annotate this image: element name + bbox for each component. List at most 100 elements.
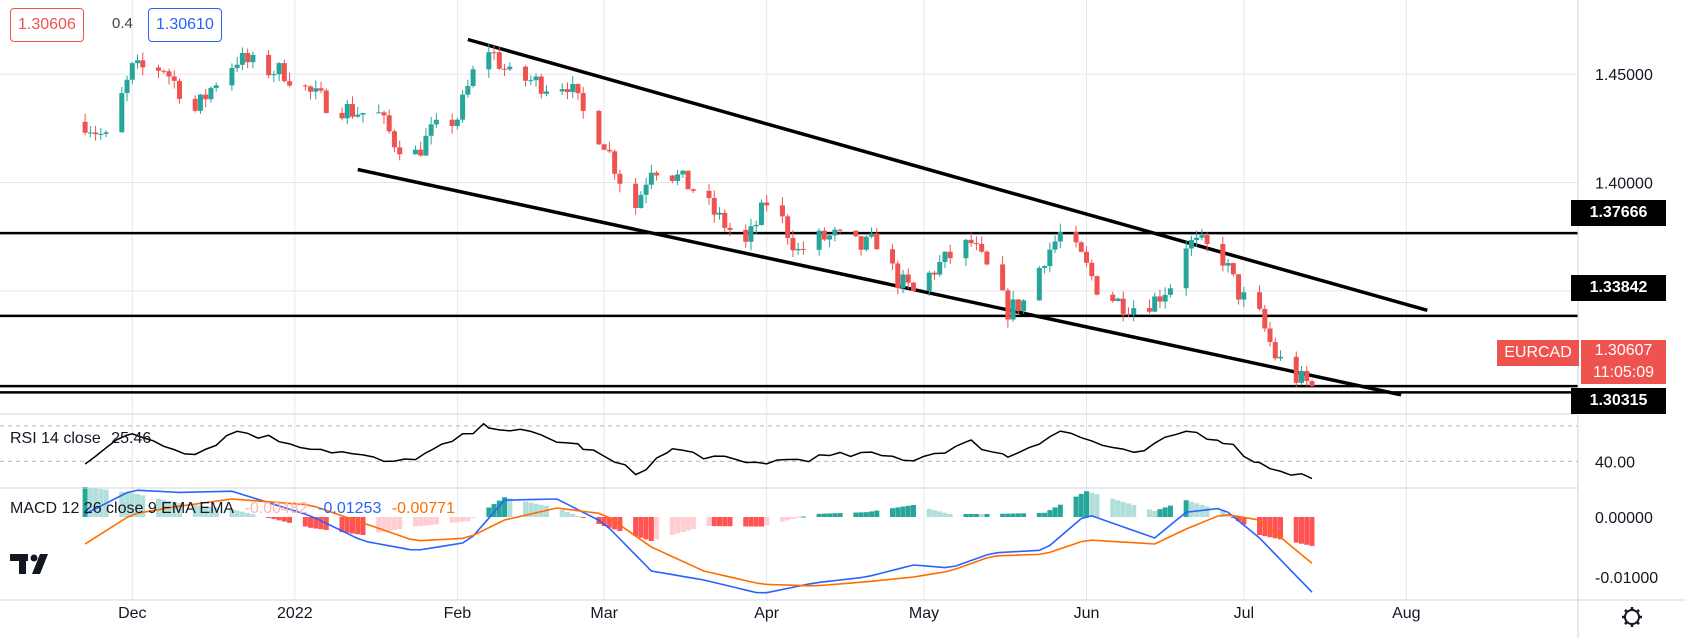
candle-body — [1036, 267, 1042, 301]
candle-body — [905, 274, 911, 283]
macd-histogram-bar — [245, 512, 251, 517]
spread-value: 0.4 — [112, 15, 133, 32]
macd-histogram-bar — [470, 517, 476, 518]
candle-body — [612, 151, 618, 174]
macd-histogram-bar — [1000, 513, 1006, 517]
channel-lower-line — [357, 167, 1402, 397]
macd-histogram-bar — [533, 503, 539, 517]
macd-histogram-bar — [266, 517, 272, 518]
macd-histogram-bar — [460, 517, 466, 522]
candle-body — [93, 132, 99, 135]
settings-gear-icon[interactable] — [1622, 607, 1642, 627]
macd-histogram-bar — [507, 498, 513, 517]
macd-histogram-bar — [433, 517, 439, 525]
candle-body — [722, 212, 728, 228]
bid-price-box[interactable]: 1.30606 — [10, 8, 84, 42]
candle-body — [418, 149, 424, 156]
macd-histogram-bar — [968, 514, 974, 517]
macd-histogram-bar — [633, 517, 639, 536]
macd-histogram-bar — [281, 517, 287, 522]
macd-histogram-bar — [669, 517, 675, 535]
macd-histogram-bar — [853, 512, 859, 517]
candle-body — [250, 54, 256, 63]
macd-histogram-bar — [229, 509, 235, 517]
macd-histogram-bar — [203, 506, 209, 517]
macd-histogram-bar — [816, 513, 822, 517]
macd-histogram-bar — [559, 510, 565, 517]
rsi-legend[interactable]: RSI 14 close 25.46 — [10, 430, 157, 448]
candle-body — [1000, 264, 1006, 291]
candle-body — [140, 60, 146, 68]
macd-histogram-bar — [790, 517, 796, 520]
candle-body — [161, 70, 167, 72]
ask-price-box[interactable]: 1.30610 — [148, 8, 222, 42]
candle-body — [302, 85, 308, 87]
candle-body — [869, 233, 875, 237]
rsi-scale-label: 40.00 — [1595, 454, 1635, 471]
candle-body — [1204, 235, 1210, 244]
candle-body — [318, 88, 324, 91]
candle-body — [1272, 342, 1278, 359]
candle-body — [648, 172, 654, 185]
candle-body — [816, 230, 822, 250]
macd-histogram-bar — [947, 514, 953, 517]
candle-body — [717, 212, 723, 215]
macd-histogram-bar — [543, 505, 549, 517]
candle-body — [502, 68, 508, 70]
macd-histogram-bar — [318, 517, 324, 530]
candle-body — [931, 272, 937, 275]
candle-body — [947, 251, 953, 259]
rsi-title: RSI 14 close — [10, 430, 101, 447]
candle-body — [911, 282, 917, 291]
candle-body — [1157, 296, 1163, 302]
macd-histogram-bar — [250, 514, 256, 517]
candle-body — [1120, 298, 1126, 314]
candle-body — [1057, 232, 1063, 242]
macd-histogram-bar — [827, 513, 833, 517]
macd-histogram-bar — [931, 510, 937, 517]
candle-body — [559, 89, 565, 92]
candle-body — [192, 98, 198, 111]
macd-histogram-bar — [465, 517, 471, 522]
candle-body — [486, 52, 492, 70]
macd-histogram-bar — [1225, 514, 1231, 517]
candle-body — [753, 225, 759, 227]
macd-histogram-bar — [895, 507, 901, 517]
macd-histogram-bar — [491, 504, 497, 517]
candle-body — [460, 94, 466, 120]
price-scale-label: 1.45000 — [1595, 67, 1653, 84]
gear-ring — [1624, 609, 1640, 625]
macd-histogram-bar — [1257, 517, 1263, 535]
candle-body — [853, 230, 859, 237]
level-label-3: 1.30315 — [1571, 388, 1666, 414]
macd-histogram-bar — [863, 512, 869, 517]
candle-body — [596, 110, 602, 145]
candle-body — [276, 63, 282, 75]
macd-histogram-bar — [239, 511, 245, 517]
candle-body — [397, 147, 403, 155]
macd-histogram-bar — [276, 517, 282, 521]
macd-histogram-bar — [166, 500, 172, 517]
macd-histogram-bar — [785, 517, 791, 521]
macd-histogram-bar — [1236, 517, 1242, 522]
candle-body — [344, 104, 350, 119]
candle-body — [1183, 248, 1189, 289]
macd-histogram-bar — [654, 517, 660, 540]
candle-body — [1309, 381, 1315, 387]
macd-legend[interactable]: MACD 12 26 close 9 EMA EMA -0.00482 -0.0… — [10, 500, 461, 518]
time-label: Mar — [590, 605, 618, 622]
candle-body — [454, 119, 460, 126]
candle-body — [669, 175, 675, 181]
candle-body — [355, 114, 361, 117]
macd-histogram-bar — [800, 516, 806, 518]
macd-histogram-bar — [397, 517, 403, 530]
time-label: Jul — [1234, 605, 1254, 622]
current-price-box: 1.30607 11:05:09 — [1581, 340, 1666, 384]
macd-histogram-bar — [601, 517, 607, 526]
macd-histogram-bar — [140, 495, 146, 517]
macd-histogram-bar — [1267, 517, 1273, 538]
macd-histogram-bar — [680, 517, 686, 532]
candle-body — [98, 133, 104, 135]
time-label: Feb — [444, 605, 472, 622]
